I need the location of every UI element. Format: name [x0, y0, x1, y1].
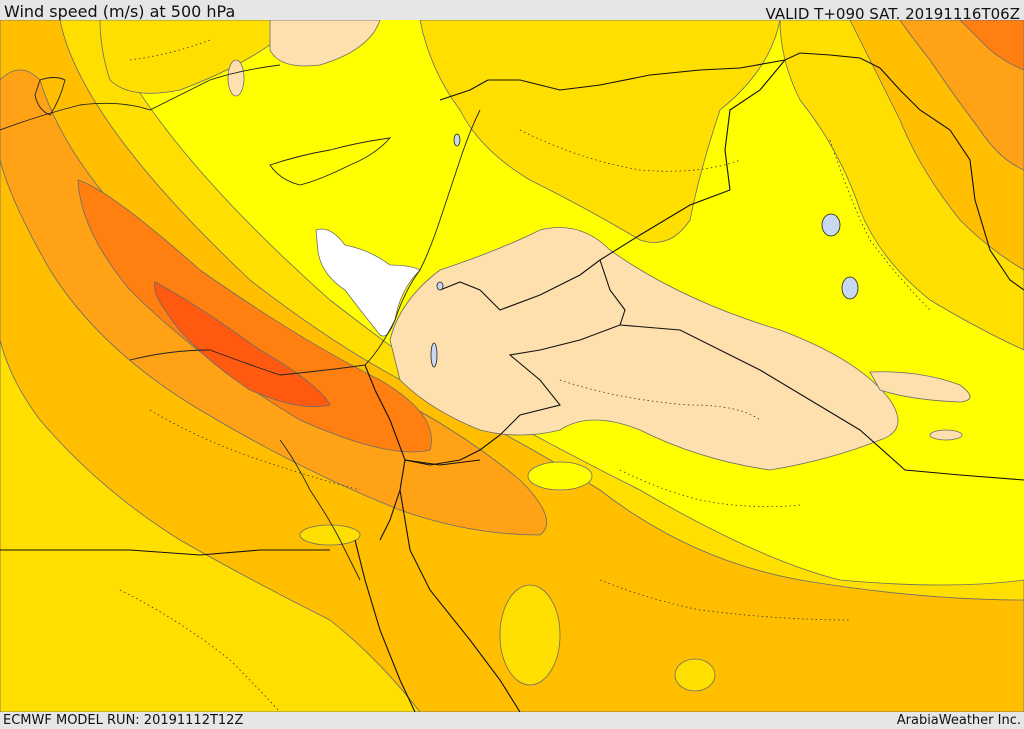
calm-area-east	[869, 371, 971, 403]
band-orange-ne-core	[899, 20, 1024, 171]
credit: ArabiaWeather Inc.	[896, 713, 1021, 728]
band-jet-max	[154, 281, 331, 408]
calm-area-east-small	[929, 429, 963, 441]
province-lines	[119, 39, 931, 712]
patch-yellow-2	[299, 524, 361, 546]
header-bar: Wind speed (m/s) at 500 hPa VALID T+090 …	[0, 0, 1024, 23]
band-orange-core	[77, 179, 432, 453]
map-title: Wind speed (m/s) at 500 hPa	[4, 2, 236, 21]
calm-area-jordan	[389, 227, 899, 471]
coastlines	[0, 64, 481, 581]
calm-area-north	[269, 20, 381, 67]
model-run: ECMWF MODEL RUN: 20191112T12Z	[3, 713, 244, 728]
footer-bar	[0, 712, 1024, 729]
patch-white-1	[227, 59, 245, 97]
band-gold-nw-top	[99, 20, 301, 94]
patch-yellow-4	[499, 584, 561, 686]
patch-yellow-3	[674, 658, 716, 692]
band-jet-ne	[959, 20, 1024, 71]
country-borders	[0, 52, 1024, 712]
patch-yellow-1	[527, 461, 593, 491]
valid-time: VALID T+090 SAT. 20191116T06Z	[765, 5, 1020, 23]
wind-map-svg	[0, 20, 1024, 712]
band-amber-west	[0, 20, 1024, 712]
water-bodies	[430, 133, 859, 368]
calm-area-white	[315, 228, 421, 337]
wind-map	[0, 20, 1024, 712]
